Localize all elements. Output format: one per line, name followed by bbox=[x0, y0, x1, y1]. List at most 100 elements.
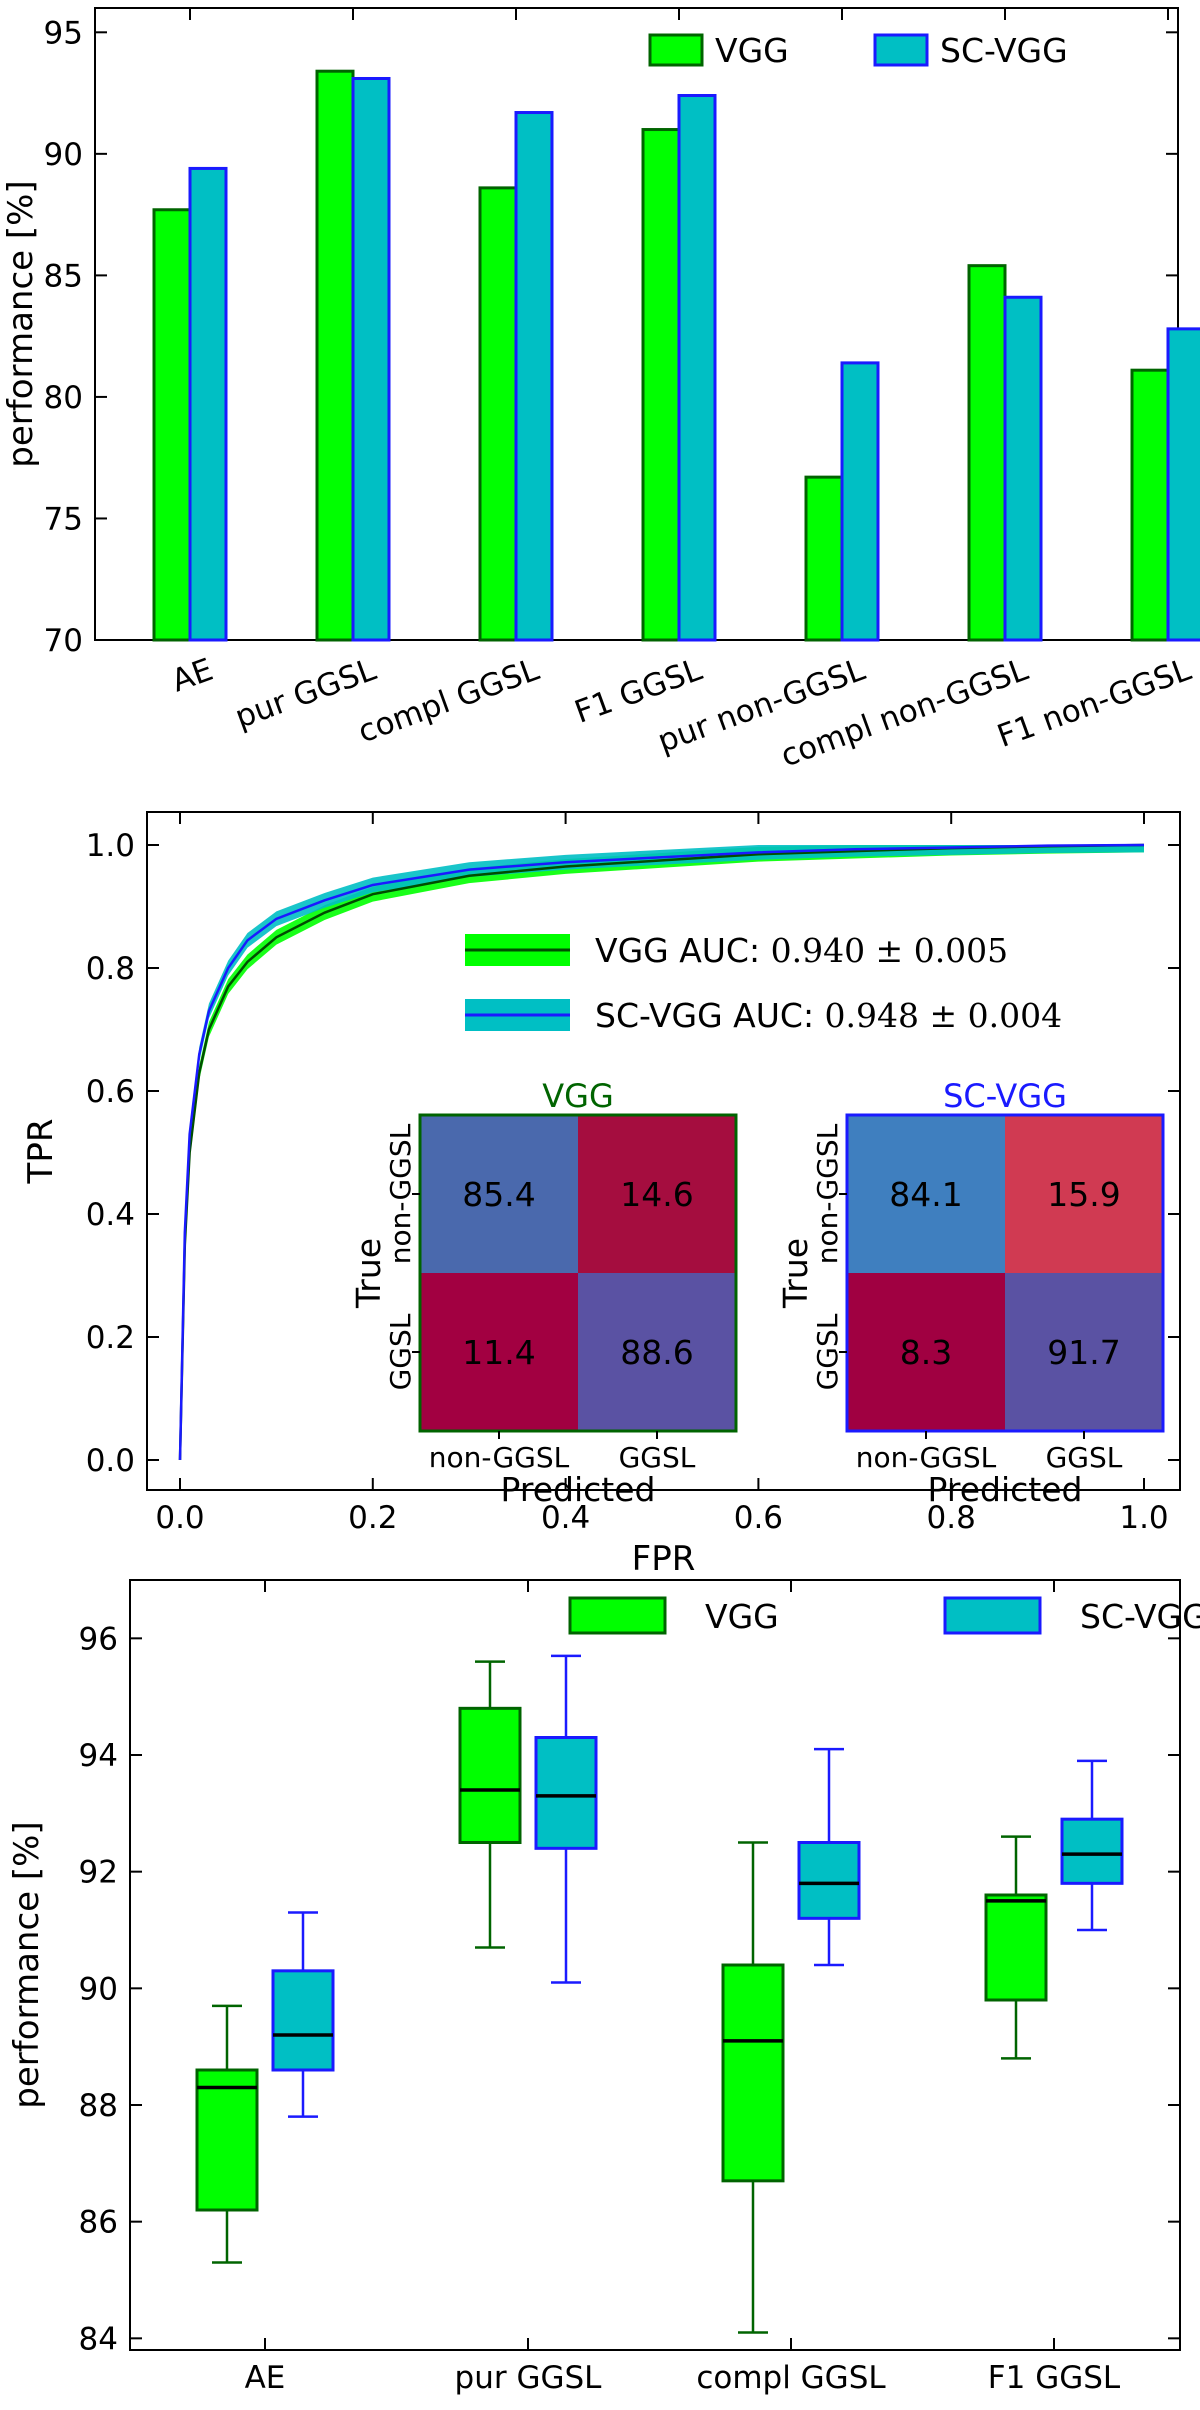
bar-vgg-2 bbox=[478, 186, 518, 642]
legend-label-sc-vgg: SC-VGG bbox=[1080, 1597, 1200, 1636]
x-tick-label: compl GGSL bbox=[353, 651, 544, 750]
x-tick-label: AE bbox=[167, 652, 218, 700]
cm-title-0: VGG bbox=[542, 1077, 613, 1115]
x-tick-label: pur GGSL bbox=[455, 2360, 603, 2396]
cm-cell bbox=[578, 1115, 736, 1273]
cm-frame-1 bbox=[845, 1113, 1165, 1433]
bar-vgg-3 bbox=[641, 128, 681, 642]
x-tick-label: AE bbox=[245, 2360, 286, 2396]
y-tick-label: 92 bbox=[79, 1855, 118, 1891]
cm-cell-value: 85.4 bbox=[462, 1175, 535, 1214]
cm-col-label: GGSL bbox=[1046, 1441, 1123, 1474]
x-tick-label: 0.8 bbox=[927, 1500, 976, 1536]
legend-label-sc-vgg: SC-VGG AUC: 0.948 ± 0.004 bbox=[595, 996, 1062, 1035]
legend-auc-label: VGG AUC: bbox=[595, 931, 760, 970]
legend-auc-value: 0.948 ± 0.004 bbox=[814, 996, 1062, 1035]
box-vgg-1 bbox=[458, 1706, 522, 1844]
cm-cell-value: 84.1 bbox=[889, 1175, 962, 1214]
box-sc-vgg-2 bbox=[797, 1841, 861, 1920]
y-tick-label: 85 bbox=[44, 258, 83, 294]
bar-sc-vgg-6 bbox=[1166, 327, 1200, 642]
cm-cell-value: 11.4 bbox=[462, 1333, 535, 1372]
y-tick-label: 0.6 bbox=[86, 1074, 135, 1110]
cm-cell-value: 15.9 bbox=[1047, 1175, 1120, 1214]
cm-col-label: non-GGSL bbox=[429, 1441, 570, 1474]
y-tick-label: 0.2 bbox=[86, 1320, 135, 1356]
legend-swatch-sc-vgg bbox=[873, 33, 929, 67]
cm-cell-value: 8.3 bbox=[900, 1333, 952, 1372]
bar-vgg-4 bbox=[804, 475, 844, 642]
cm-frame-0 bbox=[418, 1113, 738, 1433]
legend-label-vgg: VGG bbox=[705, 1597, 779, 1636]
bar-sc-vgg-3 bbox=[677, 94, 717, 642]
x-tick-label: 0.2 bbox=[348, 1500, 397, 1536]
cm-row-label: GGSL bbox=[384, 1313, 417, 1390]
x-tick-label: 0.4 bbox=[541, 1500, 590, 1536]
y-tick-label: 90 bbox=[79, 1971, 118, 2007]
y-tick-label: 0.4 bbox=[86, 1197, 135, 1233]
cm-row-label: non-GGSL bbox=[811, 1123, 844, 1264]
cm-row-label: non-GGSL bbox=[384, 1123, 417, 1264]
bar-vgg-0 bbox=[152, 208, 192, 642]
box-sc-vgg-0 bbox=[271, 1969, 335, 2072]
cm-cell bbox=[847, 1273, 1005, 1431]
cm-x-axis-label: Predicted bbox=[928, 1470, 1083, 1509]
x-tick-label: 1.0 bbox=[1119, 1500, 1168, 1536]
y-tick-label: 84 bbox=[79, 2321, 118, 2357]
cm-x-axis-label: Predicted bbox=[501, 1470, 656, 1509]
legend-auc-value: 0.940 ± 0.005 bbox=[760, 931, 1008, 970]
y-axis-label: performance [%] bbox=[7, 1821, 47, 2108]
box-vgg-0 bbox=[195, 2068, 259, 2212]
box-chart: 84 86 88 90 92 94 96 performance [%] AE pur GGSL c… bbox=[7, 1579, 1200, 2396]
legend-swatch-vgg bbox=[648, 33, 704, 67]
cm-cell-value: 91.7 bbox=[1047, 1333, 1120, 1372]
y-tick-label: 0.8 bbox=[86, 951, 135, 987]
y-tick-label: 88 bbox=[79, 2088, 118, 2124]
y-tick-label: 70 bbox=[44, 623, 83, 659]
x-axis-label: FPR bbox=[632, 1539, 696, 1570]
plot-frame bbox=[94, 7, 1179, 641]
y-tick-label: 86 bbox=[79, 2205, 118, 2241]
bar-sc-vgg-0 bbox=[188, 166, 228, 642]
roc-line-vgg bbox=[178, 843, 1145, 1461]
y-axis-label: performance [%] bbox=[1, 180, 41, 467]
y-tick-label: 80 bbox=[44, 380, 83, 416]
bar-vgg-5 bbox=[967, 264, 1007, 642]
cm-y-axis-label: True bbox=[349, 1238, 388, 1309]
cm-col-label: GGSL bbox=[619, 1441, 696, 1474]
x-tick-label: 0.0 bbox=[155, 1500, 204, 1536]
y-tick-label: 95 bbox=[44, 15, 83, 51]
bar-sc-vgg-1 bbox=[351, 76, 391, 642]
cm-cell bbox=[847, 1115, 1005, 1273]
x-tick-label: compl GGSL bbox=[696, 2360, 886, 2396]
cm-cell bbox=[420, 1115, 578, 1273]
legend-label-sc-vgg: SC-VGG bbox=[940, 31, 1068, 70]
plot-frame bbox=[129, 1579, 1181, 2351]
y-axis-label: TPR bbox=[21, 1119, 61, 1185]
x-tick-label: 0.6 bbox=[734, 1500, 783, 1536]
plot-frame bbox=[146, 811, 1181, 1491]
roc-line-sc-vgg bbox=[178, 843, 1145, 1461]
legend-label-vgg: VGG AUC: 0.940 ± 0.005 bbox=[595, 931, 1008, 970]
cm-cell-value: 88.6 bbox=[620, 1333, 693, 1372]
cm-cell bbox=[578, 1273, 736, 1431]
cm-row-label: GGSL bbox=[811, 1313, 844, 1390]
y-tick-label: 0.0 bbox=[86, 1443, 135, 1479]
y-tick-label: 1.0 bbox=[86, 828, 135, 864]
roc-chart: 0.0 0.2 0.4 0.6 0.8 1.0 0.0 0.2 0.4 0.6 0.8 1.0 FPR T… bbox=[21, 811, 1181, 1570]
box-vgg-3 bbox=[984, 1893, 1048, 2002]
box-sc-vgg-3 bbox=[1060, 1817, 1124, 1885]
x-tick-label: F1 GGSL bbox=[988, 2360, 1121, 2396]
box-vgg-2 bbox=[721, 1963, 785, 2183]
legend-auc-label: SC-VGG AUC: bbox=[595, 996, 814, 1035]
bar-sc-vgg-5 bbox=[1003, 295, 1043, 642]
y-tick-label: 90 bbox=[44, 137, 83, 173]
y-tick-label: 94 bbox=[79, 1738, 118, 1774]
cm-cell bbox=[1005, 1115, 1163, 1273]
legend-swatch-vgg bbox=[568, 1596, 667, 1635]
bar-vgg-6 bbox=[1130, 368, 1170, 642]
cm-cell bbox=[1005, 1273, 1163, 1431]
bar-sc-vgg-2 bbox=[514, 111, 554, 642]
y-tick-label: 75 bbox=[44, 501, 83, 537]
